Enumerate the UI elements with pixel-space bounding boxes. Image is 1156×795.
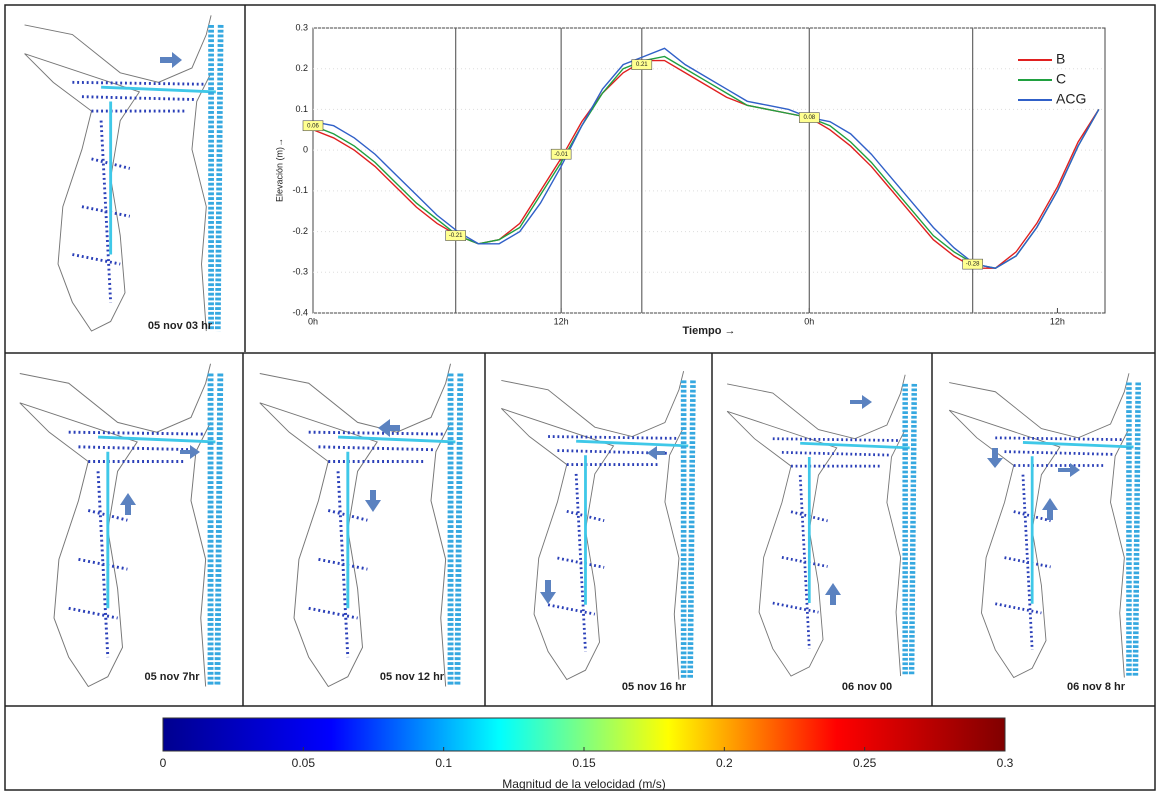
- colorbar-tick-label: 0.2: [716, 756, 733, 770]
- x-tick-label: 0h: [804, 316, 814, 326]
- annotation-label: 0.06: [307, 123, 319, 129]
- colorbar-label: Magnitud de la velocidad (m/s): [502, 777, 665, 791]
- annotation-box: [631, 59, 653, 70]
- colorbar-tick-label: 0: [160, 756, 167, 770]
- annotation-label: -0.01: [554, 152, 568, 158]
- panel-label: 05 nov 16 hr: [622, 681, 687, 693]
- colorbar-tick-label: 0.1: [435, 756, 452, 770]
- y-axis-label: Elevación (m)→: [274, 138, 284, 202]
- colorbar-tick-label: 0.25: [853, 756, 877, 770]
- flow-arrows: [120, 52, 1080, 605]
- annotation-label: 0.21: [636, 62, 648, 68]
- panel-label: 05 nov 12 hr: [380, 671, 445, 683]
- x-axis-label: Tiempo →: [683, 325, 736, 337]
- legend-label: ACG: [1056, 91, 1086, 107]
- x-tick-label: 12h: [1050, 316, 1065, 326]
- y-tick-label: -0.4: [292, 307, 308, 317]
- x-tick-label: 0h: [308, 316, 318, 326]
- y-tick-label: -0.1: [292, 185, 308, 195]
- y-tick-label: -0.3: [292, 267, 308, 277]
- plot-area: [312, 27, 1106, 314]
- y-tick-label: 0.2: [295, 63, 308, 73]
- legend-label: C: [1056, 71, 1066, 87]
- x-tick-label: 12h: [554, 316, 569, 326]
- annotation-box: [550, 148, 572, 160]
- legend-label: B: [1056, 51, 1065, 67]
- y-tick-label: 0: [303, 145, 308, 155]
- colorbar-tick-label: 0.05: [292, 756, 316, 770]
- y-tick-label: 0.3: [295, 22, 308, 32]
- annotation-label: -0.21: [449, 233, 463, 239]
- series-line: [312, 47, 1100, 269]
- panel-frames: [4, 4, 1156, 791]
- panel-label: 05 nov 7hr: [144, 671, 200, 683]
- annotation-label: 0.08: [803, 115, 815, 121]
- y-tick-label: 0.1: [295, 104, 308, 114]
- panel-label: 06 nov 8 hr: [1067, 681, 1126, 693]
- annotation-box: [962, 258, 983, 270]
- annotation-box: [302, 120, 324, 132]
- panel-label: 05 nov 03 hr: [148, 320, 213, 332]
- colorbar: [162, 717, 1006, 752]
- annotation-box: [798, 112, 820, 123]
- y-tick-label: -0.2: [292, 226, 308, 236]
- colorbar-tick-label: 0.3: [997, 756, 1014, 770]
- annotation-label: -0.28: [966, 262, 980, 268]
- panel-label: 06 nov 00: [842, 681, 892, 693]
- colorbar-tick-label: 0.15: [572, 756, 596, 770]
- annotation-box: [445, 230, 466, 241]
